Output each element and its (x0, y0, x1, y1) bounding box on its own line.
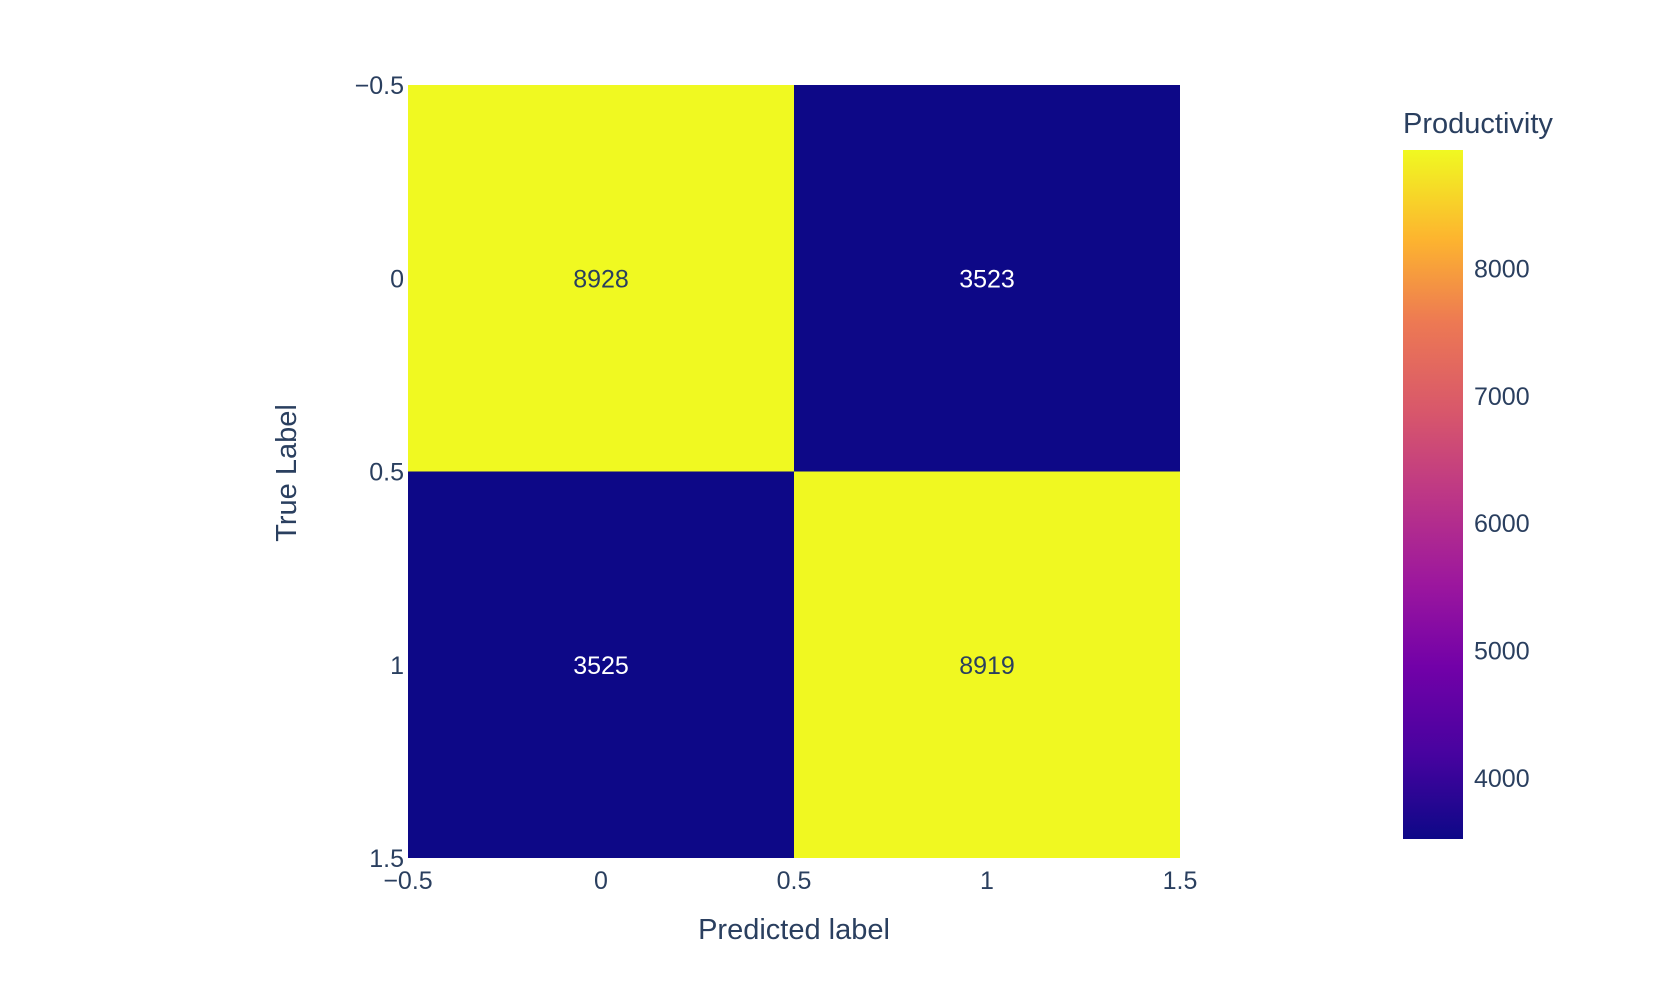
heatmap-cell-labels: 8928 3523 3525 8919 (573, 265, 1015, 680)
x-tick-label: 1 (980, 867, 994, 895)
y-tick-label: 1.5 (369, 845, 404, 873)
colorbar-gradient (1403, 150, 1463, 839)
colorbar-tick-label: 8000 (1474, 255, 1530, 283)
cell-value-r1-c1: 8919 (959, 652, 1015, 680)
y-axis-ticks: −0.5 0 0.5 1 1.5 (355, 72, 404, 873)
heatmap-cell-r0-c0 (408, 85, 794, 472)
y-axis-title: True Label (271, 404, 303, 542)
x-tick-label: −0.5 (383, 867, 432, 895)
x-tick-label: 0 (594, 867, 608, 895)
x-tick-label: 0.5 (777, 867, 812, 895)
colorbar-tick-label: 6000 (1474, 510, 1530, 538)
y-tick-label: 0 (390, 265, 404, 293)
colorbar-tick-label: 7000 (1474, 383, 1530, 411)
heatmap-cells (408, 85, 1180, 858)
cell-value-r0-c0: 8928 (573, 265, 629, 293)
y-tick-label: 1 (390, 652, 404, 680)
y-tick-label: 0.5 (369, 459, 404, 487)
x-axis-ticks: −0.5 0 0.5 1 1.5 (383, 867, 1197, 895)
colorbar-title: Productivity (1403, 108, 1553, 140)
colorbar: Productivity 4000 5000 6000 7000 8000 (1403, 108, 1553, 839)
cell-value-r1-c0: 3525 (573, 652, 629, 680)
heatmap-cell-r0-c1 (794, 85, 1180, 472)
cell-value-r0-c1: 3523 (959, 265, 1015, 293)
colorbar-ticks: 4000 5000 6000 7000 8000 (1474, 255, 1530, 793)
x-axis-title: Predicted label (698, 914, 890, 946)
colorbar-tick-label: 5000 (1474, 638, 1530, 666)
heatmap-cell-r1-c0 (408, 471, 794, 858)
y-tick-label: −0.5 (355, 72, 404, 100)
heatmap-cell-r1-c1 (794, 471, 1180, 858)
colorbar-tick-label: 4000 (1474, 765, 1530, 793)
x-tick-label: 1.5 (1163, 867, 1198, 895)
